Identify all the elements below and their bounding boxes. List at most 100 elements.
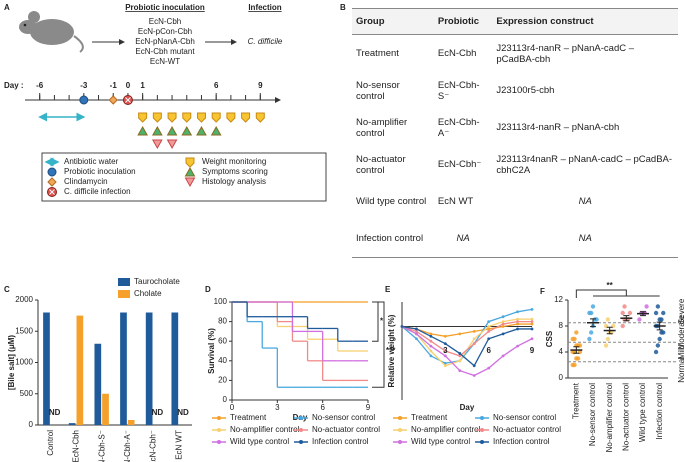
weight-marker <box>196 112 206 123</box>
symptom-marker <box>196 125 207 136</box>
symptom-marker <box>181 125 193 136</box>
legend-label: No-amplifier control <box>411 425 481 434</box>
x-tick-label: No-actuator control <box>621 383 630 451</box>
legend-label: C. difficile infection <box>64 187 131 196</box>
x-tick-label: EcN-Cbh-S⁻ <box>97 430 106 462</box>
weight-marker <box>182 112 192 123</box>
table-cell: NA <box>578 196 592 207</box>
x-tick-label: EcN-Cbh⁻ <box>149 430 158 462</box>
table-cell: No-sensor control <box>356 79 400 102</box>
point <box>516 322 519 326</box>
legend-label: No-amplifier control <box>230 425 300 434</box>
point <box>487 327 491 331</box>
table-cell: Treatment <box>356 48 399 59</box>
symptom-marker <box>151 125 163 136</box>
point <box>516 317 519 321</box>
bar <box>171 312 179 425</box>
tick-label: 6 <box>214 81 219 90</box>
point <box>594 317 599 322</box>
table-header: Group Probiotic Expression construct <box>352 8 678 35</box>
table-cell: No-amplifier control <box>356 116 408 139</box>
day-annotation: 3 <box>443 346 448 355</box>
legend-dot <box>480 428 484 432</box>
value-label: ND <box>152 408 164 417</box>
error-bar <box>606 326 613 335</box>
y-tick-label: 0 <box>223 395 228 404</box>
y-tick-label: 60 <box>218 336 227 345</box>
panel-label: C <box>4 285 10 294</box>
strain: EcN-Cbh <box>149 17 181 26</box>
point <box>572 362 577 368</box>
probiotic-marker <box>47 167 57 177</box>
y-tick-label: 4 <box>559 347 564 356</box>
clindamycin-marker <box>47 177 57 187</box>
significance: *** <box>386 346 396 355</box>
table-cell: EcN-Cbh-S⁻ <box>437 79 480 102</box>
tick-label: -1 <box>110 81 118 90</box>
legend-label: No-actuator control <box>493 425 561 434</box>
strain: EcN-pCon-Cbh <box>138 27 192 36</box>
y-tick-label: 20 <box>218 376 227 385</box>
point <box>530 317 534 321</box>
x-tick-label: Treatment <box>571 382 580 419</box>
strain: EcN-Cbh mutant <box>135 47 195 56</box>
x-tick-label: 0 <box>230 403 235 412</box>
error-bar <box>573 346 580 354</box>
weight-line <box>401 325 532 367</box>
point <box>659 317 664 322</box>
panel-label: B <box>340 3 346 12</box>
weight-marker <box>152 112 162 123</box>
point <box>458 332 462 336</box>
strain: EcN-WT <box>150 57 180 66</box>
point <box>605 336 611 342</box>
legend-label: Probiotic inoculation <box>64 167 136 176</box>
histology-marker <box>166 139 178 150</box>
bracket <box>575 289 660 298</box>
point <box>501 315 505 319</box>
tick-label: -3 <box>80 81 88 90</box>
x-tick-label: 6 <box>320 403 325 412</box>
severity-label: Normal <box>677 357 685 383</box>
column-header: Group <box>352 8 434 35</box>
legend-dot <box>398 428 402 432</box>
bracket <box>372 301 385 388</box>
point <box>627 310 633 316</box>
legend-label: Antibiotic water <box>64 157 119 166</box>
day-annotation: 6 <box>486 346 491 355</box>
point <box>620 323 625 329</box>
y-tick-label: 0 <box>559 373 564 382</box>
point <box>429 332 433 336</box>
point <box>487 337 491 341</box>
tick-label: -6 <box>36 81 44 90</box>
severity-label: Mild <box>677 345 685 360</box>
table-cell: EcN WT <box>437 196 474 207</box>
bar <box>68 423 76 425</box>
point <box>637 317 642 322</box>
point <box>443 342 447 346</box>
weight-line <box>401 325 533 377</box>
panel-label: A <box>4 3 10 12</box>
symptom-marker <box>184 166 196 177</box>
y-axis-label: [Bile salt] (μM) <box>7 335 16 390</box>
legend-label: Infection control <box>312 437 369 446</box>
point <box>501 322 505 326</box>
x-tick-label: EcN-Cbh-A⁻ <box>123 430 132 462</box>
table-cell: Infection control <box>352 220 434 258</box>
table-row: Infection control NA NA <box>352 220 678 258</box>
point <box>657 336 662 342</box>
error-bar <box>640 311 646 317</box>
table-row: No-actuator control EcN-Cbh⁻ J23113r4nanR … <box>352 146 678 183</box>
point <box>589 330 594 335</box>
tick-label: 9 <box>258 81 263 90</box>
tick-label: 0 <box>126 81 131 90</box>
point <box>575 356 581 361</box>
x-tick-label: No-amplifier control <box>605 383 614 453</box>
legend-label: No-actuator control <box>312 425 380 434</box>
point <box>501 325 505 328</box>
x-tick-label: 3 <box>275 403 280 412</box>
point <box>429 344 433 348</box>
severity-label: Severe <box>677 298 685 324</box>
point <box>415 327 418 331</box>
